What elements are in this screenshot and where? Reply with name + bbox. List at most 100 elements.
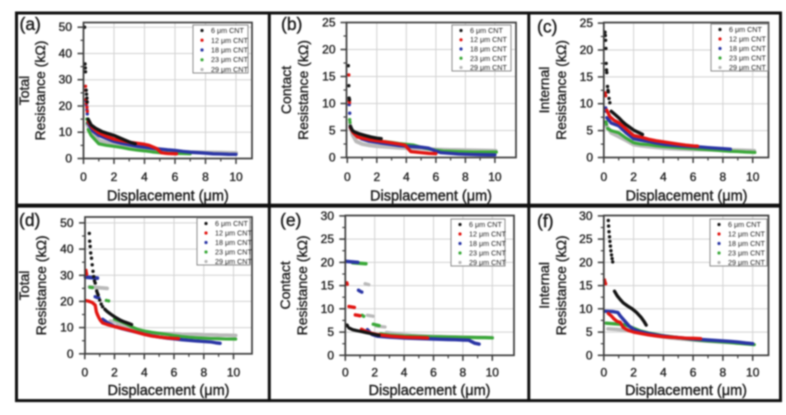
svg-text:Displacement (μm): Displacement (μm) bbox=[626, 189, 748, 205]
svg-text:40: 40 bbox=[59, 47, 73, 61]
svg-text:Displacement (μm): Displacement (μm) bbox=[369, 383, 491, 399]
svg-text:Internal: Internal bbox=[536, 262, 552, 309]
svg-text:29 μm CNT: 29 μm CNT bbox=[728, 258, 765, 267]
svg-text:6: 6 bbox=[172, 170, 179, 184]
svg-text:30: 30 bbox=[579, 209, 593, 223]
svg-text:Total: Total bbox=[16, 271, 32, 301]
svg-text:Resistance (kΩ): Resistance (kΩ) bbox=[32, 41, 48, 141]
svg-text:10: 10 bbox=[229, 170, 243, 184]
svg-text:Displacement (μm): Displacement (μm) bbox=[107, 189, 229, 205]
svg-text:12 μm CNT: 12 μm CNT bbox=[470, 35, 507, 44]
svg-text:6: 6 bbox=[690, 366, 697, 380]
svg-text:4: 4 bbox=[141, 366, 148, 380]
svg-text:2: 2 bbox=[111, 366, 118, 380]
svg-text:23 μm CNT: 23 μm CNT bbox=[215, 248, 252, 257]
svg-text:20: 20 bbox=[321, 255, 335, 269]
svg-text:8: 8 bbox=[202, 170, 209, 184]
svg-text:30: 30 bbox=[59, 73, 73, 87]
svg-text:23 μm CNT: 23 μm CNT bbox=[728, 249, 765, 258]
svg-text:23 μm CNT: 23 μm CNT bbox=[470, 54, 507, 63]
svg-text:2: 2 bbox=[111, 170, 118, 184]
svg-text:4: 4 bbox=[401, 366, 408, 380]
svg-text:2: 2 bbox=[630, 366, 637, 380]
svg-text:2: 2 bbox=[371, 366, 378, 380]
svg-text:(c): (c) bbox=[537, 17, 557, 37]
svg-text:10: 10 bbox=[579, 302, 593, 316]
svg-text:20: 20 bbox=[322, 43, 336, 57]
svg-text:5: 5 bbox=[586, 124, 593, 138]
svg-text:(a): (a) bbox=[20, 14, 41, 34]
svg-text:(e): (e) bbox=[280, 210, 301, 230]
svg-text:5: 5 bbox=[327, 325, 334, 339]
svg-text:Displacement (μm): Displacement (μm) bbox=[625, 383, 747, 399]
svg-text:25: 25 bbox=[580, 16, 594, 30]
svg-text:0: 0 bbox=[65, 152, 72, 166]
svg-text:8: 8 bbox=[200, 366, 207, 380]
svg-text:Resistance (kΩ): Resistance (kΩ) bbox=[553, 235, 569, 335]
svg-text:6 μm CNT: 6 μm CNT bbox=[469, 220, 503, 229]
svg-text:0: 0 bbox=[600, 366, 607, 380]
svg-text:18 μm CNT: 18 μm CNT bbox=[729, 44, 766, 53]
svg-text:12 μm CNT: 12 μm CNT bbox=[729, 35, 766, 44]
svg-text:10: 10 bbox=[746, 170, 760, 184]
svg-text:6 μm CNT: 6 μm CNT bbox=[470, 26, 504, 35]
svg-text:12 μm CNT: 12 μm CNT bbox=[215, 229, 252, 238]
svg-text:18 μm CNT: 18 μm CNT bbox=[728, 239, 765, 248]
svg-text:8: 8 bbox=[462, 170, 469, 184]
svg-text:18 μm CNT: 18 μm CNT bbox=[215, 238, 252, 247]
svg-text:Resistance (kΩ): Resistance (kΩ) bbox=[553, 40, 569, 140]
svg-text:Internal: Internal bbox=[536, 67, 552, 114]
svg-text:6 μm CNT: 6 μm CNT bbox=[729, 25, 763, 34]
svg-text:10: 10 bbox=[60, 321, 74, 335]
svg-text:10: 10 bbox=[321, 302, 335, 316]
svg-text:20: 20 bbox=[579, 255, 593, 269]
svg-text:10: 10 bbox=[486, 366, 500, 380]
svg-text:25: 25 bbox=[321, 232, 335, 246]
svg-text:25: 25 bbox=[322, 16, 336, 30]
svg-text:0: 0 bbox=[344, 170, 351, 184]
svg-text:12 μm CNT: 12 μm CNT bbox=[211, 36, 248, 45]
svg-text:8: 8 bbox=[460, 366, 467, 380]
svg-text:4: 4 bbox=[141, 170, 148, 184]
svg-text:15: 15 bbox=[580, 70, 594, 84]
svg-text:5: 5 bbox=[586, 325, 593, 339]
svg-text:12 μm CNT: 12 μm CNT bbox=[469, 230, 506, 239]
svg-text:Resistance (kΩ): Resistance (kΩ) bbox=[294, 235, 310, 335]
svg-text:15: 15 bbox=[321, 279, 335, 293]
svg-text:0: 0 bbox=[81, 366, 88, 380]
svg-text:4: 4 bbox=[660, 366, 667, 380]
svg-text:(f): (f) bbox=[537, 211, 554, 231]
svg-text:6 μm CNT: 6 μm CNT bbox=[215, 219, 249, 228]
svg-text:18 μm CNT: 18 μm CNT bbox=[469, 239, 506, 248]
svg-text:29 μm CNT: 29 μm CNT bbox=[470, 63, 507, 72]
svg-text:20: 20 bbox=[60, 294, 74, 308]
svg-text:2: 2 bbox=[630, 170, 637, 184]
svg-text:0: 0 bbox=[80, 170, 87, 184]
svg-text:30: 30 bbox=[321, 209, 335, 223]
svg-text:29 μm CNT: 29 μm CNT bbox=[211, 65, 248, 74]
svg-text:8: 8 bbox=[720, 366, 727, 380]
svg-text:10: 10 bbox=[746, 366, 760, 380]
svg-text:18 μm CNT: 18 μm CNT bbox=[470, 45, 507, 54]
svg-text:0: 0 bbox=[67, 347, 74, 361]
svg-text:10: 10 bbox=[488, 170, 502, 184]
svg-text:5: 5 bbox=[329, 124, 336, 138]
svg-text:4: 4 bbox=[403, 170, 410, 184]
svg-text:20: 20 bbox=[59, 99, 73, 113]
svg-text:15: 15 bbox=[579, 279, 593, 293]
svg-text:23 μm CNT: 23 μm CNT bbox=[211, 55, 248, 64]
svg-text:40: 40 bbox=[60, 242, 74, 256]
svg-text:Displacement (μm): Displacement (μm) bbox=[108, 383, 230, 399]
svg-text:50: 50 bbox=[59, 20, 73, 34]
svg-text:20: 20 bbox=[580, 43, 594, 57]
svg-text:29 μm CNT: 29 μm CNT bbox=[215, 257, 252, 266]
svg-text:10: 10 bbox=[322, 97, 336, 111]
svg-text:0: 0 bbox=[327, 348, 334, 362]
svg-text:Resistance (kΩ): Resistance (kΩ) bbox=[33, 235, 49, 335]
svg-text:8: 8 bbox=[720, 170, 727, 184]
svg-text:25: 25 bbox=[579, 232, 593, 246]
svg-text:6 μm CNT: 6 μm CNT bbox=[728, 220, 762, 229]
svg-text:0: 0 bbox=[329, 151, 336, 165]
svg-text:18 μm CNT: 18 μm CNT bbox=[211, 46, 248, 55]
svg-text:15: 15 bbox=[322, 70, 336, 84]
